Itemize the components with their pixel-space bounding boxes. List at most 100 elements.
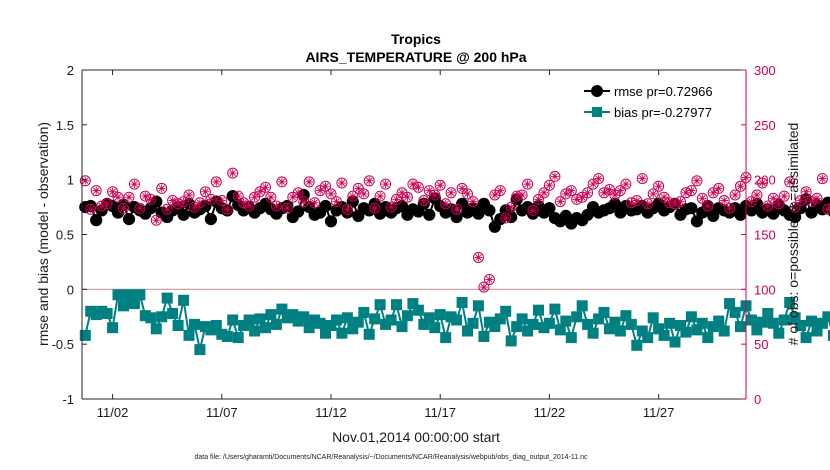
obs-point (243, 200, 255, 212)
obs-point (265, 191, 277, 203)
obs-point (811, 192, 823, 204)
obs-point (598, 187, 610, 199)
obs-point (183, 189, 195, 201)
obs-point (320, 180, 331, 192)
rmse-point (292, 205, 305, 218)
rmse-point (543, 202, 556, 215)
obs-point (729, 189, 741, 201)
left-tick-label: -0.5 (52, 337, 74, 352)
obs-point (773, 198, 785, 210)
bias-point (178, 294, 190, 306)
obs-point (746, 196, 757, 208)
obs-point (462, 188, 473, 200)
obs-point (467, 196, 479, 208)
legend-bias-marker (592, 107, 602, 117)
bias-point (391, 299, 402, 311)
obs-point (369, 202, 381, 214)
obs-point (118, 202, 129, 214)
right-tick-label: 150 (754, 228, 776, 243)
obs-point (385, 201, 397, 213)
rmse-point (685, 202, 698, 215)
bias-point (549, 303, 561, 315)
obs-point (533, 193, 544, 205)
obs-point (543, 179, 555, 191)
bias-point (729, 306, 741, 318)
data-file-footer: data file: /Users/gharamti/Documents/NCA… (194, 454, 588, 461)
rmse-point (324, 215, 338, 228)
obs-point (527, 204, 539, 216)
bias-point (101, 308, 113, 319)
bias-point (352, 316, 364, 328)
obs-point (762, 200, 774, 212)
obs-point (702, 200, 714, 212)
bias-point (451, 314, 463, 326)
bias-point (156, 311, 168, 323)
bias-point (440, 332, 452, 344)
obs-point (232, 190, 244, 202)
obs-point (478, 281, 490, 293)
obs-point (418, 195, 430, 206)
bias-point (385, 314, 397, 326)
obs-point (620, 178, 632, 190)
obs-point (565, 185, 577, 197)
rmse-point (204, 213, 217, 226)
left-tick-label: 1 (67, 173, 74, 188)
right-axis-label: # of obs: o=possible; ∗=assimilated (785, 123, 801, 346)
obs-point (341, 203, 353, 215)
obs-point (205, 193, 217, 205)
bias-point (314, 317, 326, 329)
bias-point (456, 297, 468, 308)
obs-point (685, 185, 697, 197)
obs-point (238, 197, 250, 209)
obs-point (85, 203, 97, 215)
obs-point (139, 190, 151, 202)
obs-point (401, 191, 413, 203)
bias-point (401, 310, 413, 322)
bias-point (172, 320, 184, 331)
left-tick-label: -1 (62, 392, 74, 407)
bias-point (822, 311, 830, 323)
obs-point (707, 187, 719, 199)
rmse-point (789, 210, 802, 224)
obs-point (325, 188, 337, 200)
obs-point (440, 198, 452, 210)
bias-point (560, 315, 572, 327)
left-tick-label: 0.5 (56, 228, 74, 243)
bias-point (500, 305, 512, 317)
x-tick-label: 11/22 (534, 405, 566, 420)
bias-point (784, 297, 796, 308)
obs-point (795, 195, 807, 206)
bias-point (478, 331, 490, 342)
bias-point (194, 344, 206, 356)
bias-point (664, 317, 676, 329)
obs-point (391, 193, 402, 205)
rmse-point (767, 207, 780, 220)
obs-point (827, 202, 830, 212)
bias-point (434, 309, 446, 321)
rmse-point (690, 215, 704, 228)
bias-point (647, 312, 659, 324)
obs-point (675, 196, 686, 208)
obs-point (156, 182, 168, 194)
bias-point (118, 300, 129, 312)
bias-point (243, 314, 255, 326)
obs-point (167, 195, 179, 206)
obs-point (374, 190, 386, 202)
obs-point (784, 176, 796, 188)
obs-point (150, 214, 162, 226)
bias-point (702, 332, 714, 344)
obs-point (560, 188, 572, 200)
obs-point (134, 202, 146, 214)
bias-point (827, 329, 830, 341)
x-tick-label: 11/07 (206, 405, 238, 420)
left-tick-label: 1.5 (56, 118, 74, 133)
x-axis-label: Nov.01,2014 00:00:00 start (332, 429, 500, 445)
right-tick-label: 200 (754, 173, 776, 188)
obs-point (254, 186, 266, 198)
obs-point (642, 198, 654, 210)
left-tick-label: 2 (67, 63, 74, 78)
left-tick-label: 0 (67, 282, 74, 297)
obs-point (756, 177, 768, 189)
bias-point (631, 339, 643, 351)
